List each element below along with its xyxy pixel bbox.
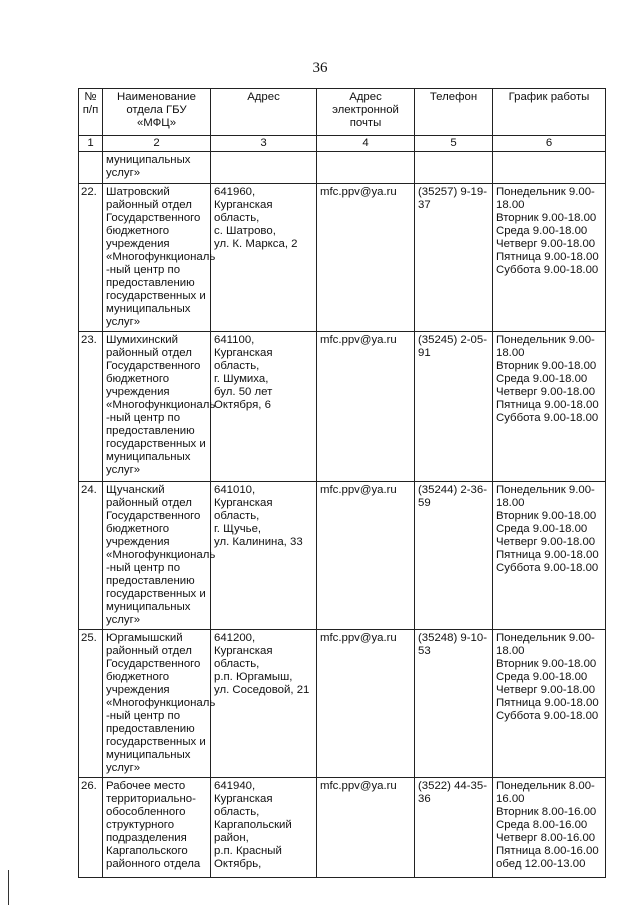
header-name: Наименование отдела ГБУ «МФЦ» xyxy=(102,88,211,136)
column-number: 1 xyxy=(78,135,103,152)
header-number: № п/п xyxy=(78,88,103,136)
schedule-cell: Понедельник 9.00- 18.00 Вторник 9.00-18.… xyxy=(492,629,606,778)
address-cell: 641100, Курганская область, г. Шумиха, б… xyxy=(210,331,317,482)
num-cell: 26. xyxy=(78,777,103,878)
schedule-cell: Понедельник 9.00- 18.00 Вторник 9.00-18.… xyxy=(492,183,606,332)
num-cell: 23. xyxy=(78,331,103,482)
column-number: 4 xyxy=(316,135,415,152)
page-number: 36 xyxy=(312,60,328,76)
header-schedule: График работы xyxy=(492,88,606,136)
phone-cell: (35244) 2-36- 59 xyxy=(414,481,493,630)
phone-cell: (35248) 9-10- 53 xyxy=(414,629,493,778)
continuation-row: муниципальных услуг» xyxy=(78,151,606,184)
name-cell: Щучанский районный отдел Государственног… xyxy=(102,481,215,630)
header-email: Адрес электронной почты xyxy=(316,88,415,136)
phone-cell: (35257) 9-19- 37 xyxy=(414,183,493,332)
address-cell: 641010, Курганская область, г. Щучье, ул… xyxy=(210,481,317,630)
email-cell: mfc.ppv@ya.ru xyxy=(316,481,415,630)
table-header-row: № п/п Наименование отдела ГБУ «МФЦ» Адре… xyxy=(78,88,606,136)
email-cell: mfc.ppv@ya.ru xyxy=(316,331,415,482)
name-cell: Юргамышский районный отдел Государственн… xyxy=(102,629,215,778)
num-cell: 24. xyxy=(78,481,103,630)
email-cell: mfc.ppv@ya.ru xyxy=(316,183,415,332)
mfc-offices-table: № п/п Наименование отдела ГБУ «МФЦ» Адре… xyxy=(78,88,606,878)
schedule-cell: Понедельник 9.00- 18.00 Вторник 9.00-18.… xyxy=(492,331,606,482)
table-row: 23. Шумихинский районный отдел Государств… xyxy=(78,331,606,482)
header-address: Адрес xyxy=(210,88,317,136)
phone-cell: (35245) 2-05- 91 xyxy=(414,331,493,482)
address-cell: 641960, Курганская область, с. Шатрово, … xyxy=(210,183,317,332)
schedule-cell: Понедельник 9.00- 18.00 Вторник 9.00-18.… xyxy=(492,481,606,630)
schedule-cell: Понедельник 8.00- 16.00 Вторник 8.00-16.… xyxy=(492,777,606,878)
name-cell: Шумихинский районный отдел Государственн… xyxy=(102,331,215,482)
column-number: 3 xyxy=(210,135,317,152)
email-cell: mfc.ppv@ya.ru xyxy=(316,629,415,778)
email-cell: mfc.ppv@ya.ru xyxy=(316,777,415,878)
name-cell: муниципальных услуг» xyxy=(102,151,211,184)
address-cell: 641200, Курганская область, р.п. Юргамыш… xyxy=(210,629,317,778)
phone-cell: (3522) 44-35- 36 xyxy=(414,777,493,878)
name-cell: Шатровский районный отдел Государственно… xyxy=(102,183,215,332)
table-row: 25. Юргамышский районный отдел Государств… xyxy=(78,629,606,778)
column-numbers-row: 1 2 3 4 5 6 xyxy=(78,135,606,152)
scan-margin-line xyxy=(8,870,9,905)
header-phone: Телефон xyxy=(414,88,493,136)
column-number: 6 xyxy=(492,135,606,152)
table-row: 26. Рабочее место территориально- обособл… xyxy=(78,777,606,878)
name-cell: Рабочее место территориально- обособленн… xyxy=(102,777,211,878)
num-cell: 25. xyxy=(78,629,103,778)
column-number: 2 xyxy=(102,135,211,152)
table-row: 24. Щучанский районный отдел Государствен… xyxy=(78,481,606,630)
num-cell: 22. xyxy=(78,183,103,332)
column-number: 5 xyxy=(414,135,493,152)
address-cell: 641940, Курганская область, Каргапольски… xyxy=(210,777,317,878)
table-row: 22. Шатровский районный отдел Государстве… xyxy=(78,183,606,332)
